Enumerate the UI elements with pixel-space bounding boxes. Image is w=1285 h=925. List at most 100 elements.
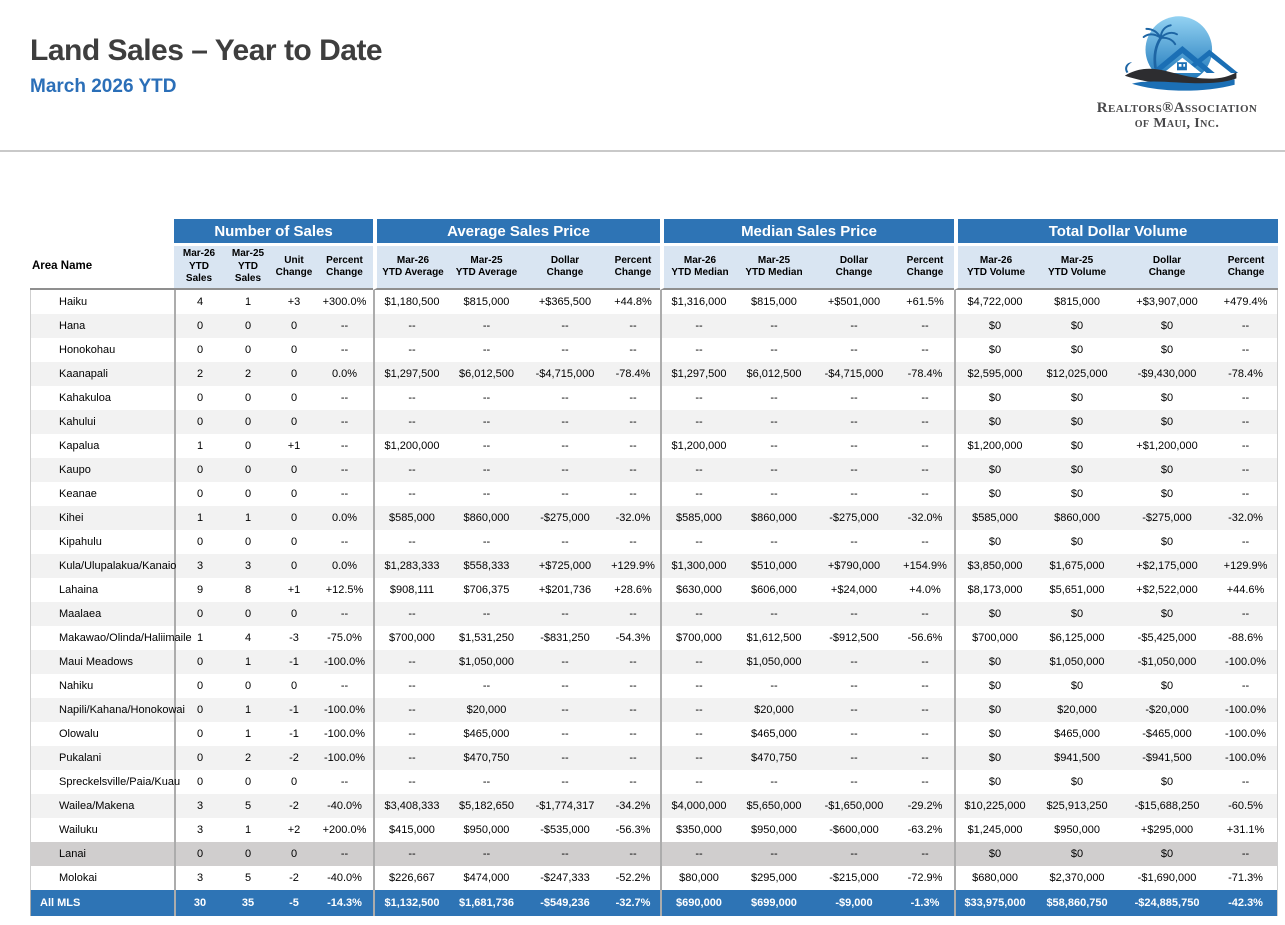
value-cell: -- bbox=[373, 458, 449, 482]
value-cell: $1,297,500 bbox=[373, 362, 449, 386]
area-name-cell: Wailea/Makena bbox=[30, 794, 174, 818]
value-cell: $20,000 bbox=[449, 698, 524, 722]
value-cell: -- bbox=[524, 650, 606, 674]
value-cell: -- bbox=[373, 314, 449, 338]
value-cell: -- bbox=[660, 338, 736, 362]
value-cell: $0 bbox=[954, 602, 1035, 626]
value-cell: 0 bbox=[224, 674, 272, 698]
value-cell: -75.0% bbox=[316, 626, 373, 650]
area-name-cell: Kahakuloa bbox=[30, 386, 174, 410]
value-cell: $25,913,250 bbox=[1034, 794, 1121, 818]
value-cell: -- bbox=[812, 338, 896, 362]
value-cell: -$549,236 bbox=[524, 890, 606, 916]
value-cell: 0 bbox=[174, 338, 224, 362]
value-cell: 0 bbox=[272, 674, 316, 698]
value-cell: $0 bbox=[954, 698, 1035, 722]
value-cell: -32.0% bbox=[606, 506, 660, 530]
value-cell: $0 bbox=[1034, 674, 1121, 698]
column-header: Mar-25 YTD Volume bbox=[1034, 246, 1121, 290]
value-cell: -- bbox=[736, 674, 812, 698]
value-cell: -- bbox=[316, 458, 373, 482]
value-cell: 0 bbox=[224, 530, 272, 554]
value-cell: $941,500 bbox=[1034, 746, 1121, 770]
value-cell: -- bbox=[524, 338, 606, 362]
value-cell: -14.3% bbox=[316, 890, 373, 916]
value-cell: 1 bbox=[224, 290, 272, 314]
value-cell: $1,297,500 bbox=[660, 362, 736, 386]
value-cell: -- bbox=[1214, 674, 1279, 698]
value-cell: -$24,885,750 bbox=[1120, 890, 1215, 916]
value-cell: -- bbox=[736, 314, 812, 338]
value-cell: -2 bbox=[272, 794, 316, 818]
value-cell: $606,000 bbox=[736, 578, 812, 602]
value-cell: -100.0% bbox=[316, 650, 373, 674]
value-cell: $0 bbox=[1120, 458, 1215, 482]
value-cell: +61.5% bbox=[896, 290, 955, 314]
table-row: Kula/Ulupalakua/Kanaio 3 3 0 0.0% $1,283,333 $… bbox=[30, 554, 1279, 578]
value-cell: 2 bbox=[224, 746, 272, 770]
value-cell: -$831,250 bbox=[524, 626, 606, 650]
table-row: Olowalu 0 1 -1 -100.0% -- $465,000 -- -- -- $465,0… bbox=[30, 722, 1279, 746]
value-cell: 3 bbox=[224, 554, 272, 578]
value-cell: $465,000 bbox=[449, 722, 524, 746]
value-cell: -- bbox=[606, 482, 660, 506]
value-cell: $0 bbox=[954, 410, 1035, 434]
value-cell: $33,975,000 bbox=[954, 890, 1035, 916]
value-cell: -32.0% bbox=[1214, 506, 1279, 530]
value-cell: 2 bbox=[224, 362, 272, 386]
value-cell: $470,750 bbox=[449, 746, 524, 770]
value-cell: -- bbox=[606, 338, 660, 362]
value-cell: -- bbox=[812, 842, 896, 866]
value-cell: -- bbox=[316, 602, 373, 626]
value-cell: 3 bbox=[174, 554, 224, 578]
value-cell: -- bbox=[316, 674, 373, 698]
value-cell: -- bbox=[660, 842, 736, 866]
value-cell: 0 bbox=[174, 386, 224, 410]
value-cell: $5,651,000 bbox=[1034, 578, 1121, 602]
value-cell: -- bbox=[896, 314, 955, 338]
value-cell: +$725,000 bbox=[524, 554, 606, 578]
column-header: Mar-26 YTD Average bbox=[373, 246, 449, 290]
value-cell: 1 bbox=[174, 506, 224, 530]
value-cell: -- bbox=[373, 722, 449, 746]
value-cell: -- bbox=[606, 314, 660, 338]
value-cell: -- bbox=[660, 482, 736, 506]
value-cell: +$1,200,000 bbox=[1120, 434, 1215, 458]
value-cell: 0 bbox=[272, 842, 316, 866]
value-cell: +300.0% bbox=[316, 290, 373, 314]
value-cell: 0 bbox=[174, 746, 224, 770]
value-cell: $0 bbox=[954, 482, 1035, 506]
value-cell: 0 bbox=[174, 314, 224, 338]
group-header-number-of-sales: Number of Sales bbox=[174, 219, 373, 246]
value-cell: -- bbox=[1214, 458, 1279, 482]
value-cell: -- bbox=[606, 434, 660, 458]
value-cell: $1,283,333 bbox=[373, 554, 449, 578]
value-cell: 0 bbox=[272, 482, 316, 506]
column-header: Unit Change bbox=[272, 246, 316, 290]
value-cell: 0 bbox=[224, 386, 272, 410]
realtors-association-maui-logo: Realtors®Association of Maui, Inc. bbox=[1086, 10, 1268, 131]
value-cell: -$9,430,000 bbox=[1120, 362, 1215, 386]
value-cell: +200.0% bbox=[316, 818, 373, 842]
area-name-cell: Keanae bbox=[30, 482, 174, 506]
value-cell: -- bbox=[606, 722, 660, 746]
value-cell: $20,000 bbox=[1034, 698, 1121, 722]
value-cell: -- bbox=[449, 530, 524, 554]
area-name-cell: Spreckelsville/Paia/Kuau bbox=[30, 770, 180, 794]
value-cell: -54.3% bbox=[606, 626, 660, 650]
value-cell: $0 bbox=[954, 458, 1035, 482]
value-cell: $0 bbox=[954, 386, 1035, 410]
table-row: Honokohau 0 0 0 -- -- -- -- -- -- -- -- -- $0 $0 $0 -- bbox=[30, 338, 1279, 362]
value-cell: $0 bbox=[954, 314, 1035, 338]
value-cell: -$1,690,000 bbox=[1120, 866, 1215, 890]
value-cell: 0.0% bbox=[316, 506, 373, 530]
value-cell: -- bbox=[660, 650, 736, 674]
value-cell: $950,000 bbox=[1034, 818, 1121, 842]
value-cell: -$20,000 bbox=[1120, 698, 1215, 722]
value-cell: $470,750 bbox=[736, 746, 812, 770]
value-cell: 5 bbox=[224, 794, 272, 818]
value-cell: $0 bbox=[954, 338, 1035, 362]
value-cell: -- bbox=[660, 458, 736, 482]
value-cell: -- bbox=[524, 722, 606, 746]
